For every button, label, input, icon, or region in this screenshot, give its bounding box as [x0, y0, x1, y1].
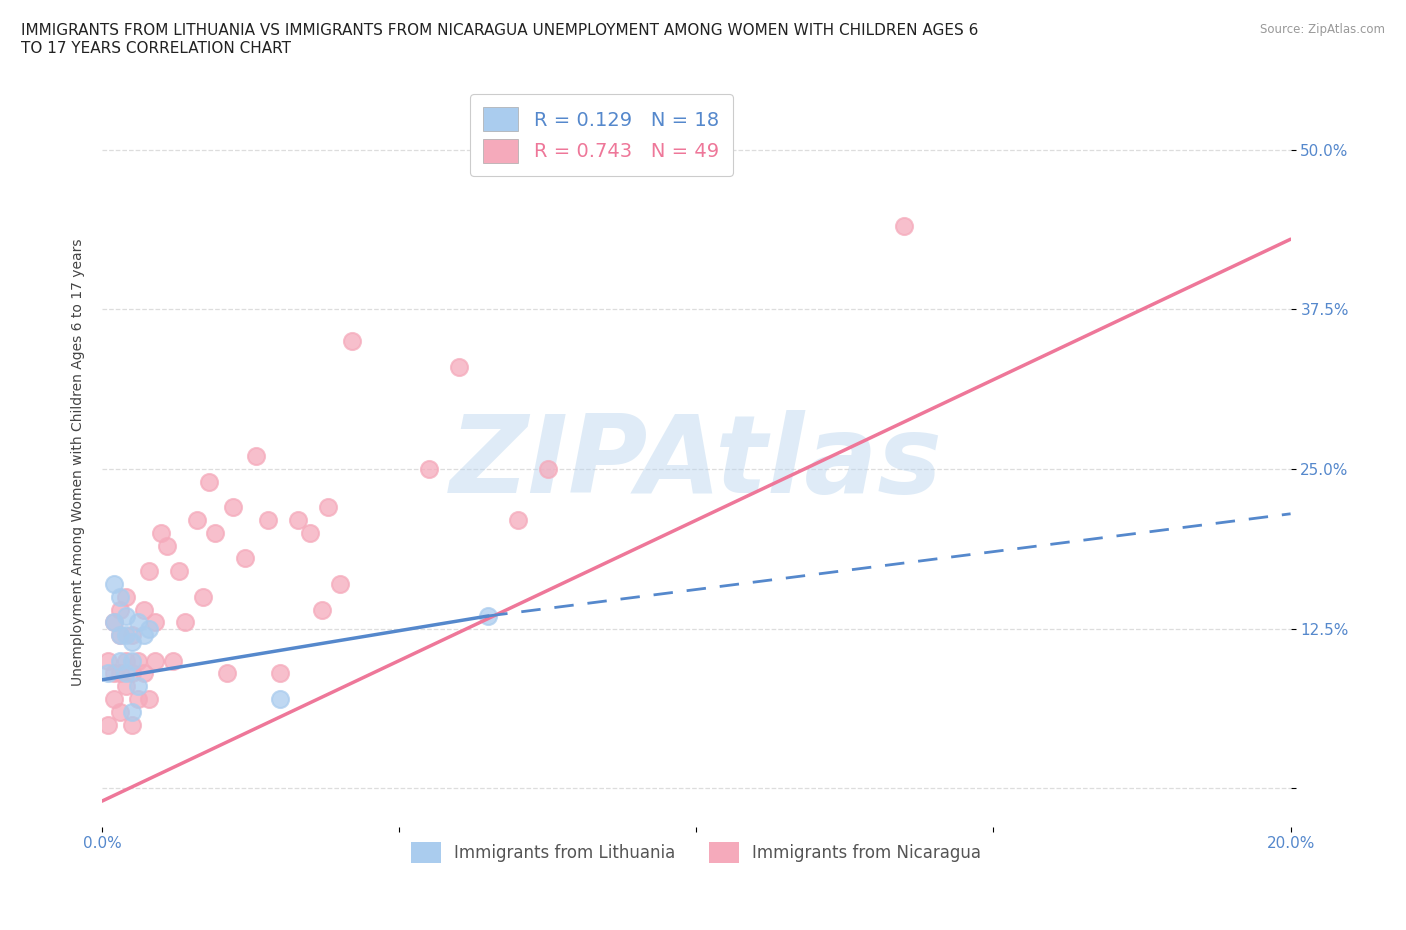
Point — [108, 590, 131, 604]
Point — [121, 717, 143, 732]
Point — [233, 551, 256, 566]
Point — [97, 666, 120, 681]
Point — [103, 615, 125, 630]
Point — [269, 666, 291, 681]
Point — [329, 577, 352, 591]
Point — [340, 334, 363, 349]
Point — [132, 666, 155, 681]
Point — [108, 704, 131, 719]
Text: Source: ZipAtlas.com: Source: ZipAtlas.com — [1260, 23, 1385, 36]
Point — [537, 461, 560, 476]
Point — [114, 608, 136, 623]
Point — [127, 692, 149, 707]
Point — [506, 512, 529, 527]
Point — [418, 461, 440, 476]
Point — [127, 679, 149, 694]
Point — [127, 615, 149, 630]
Point — [114, 653, 136, 668]
Legend: Immigrants from Lithuania, Immigrants from Nicaragua: Immigrants from Lithuania, Immigrants fr… — [405, 836, 988, 870]
Point — [138, 621, 160, 636]
Point — [114, 679, 136, 694]
Point — [145, 653, 167, 668]
Point — [108, 666, 131, 681]
Point — [121, 634, 143, 649]
Point — [132, 602, 155, 617]
Point — [145, 615, 167, 630]
Point — [121, 653, 143, 668]
Point — [108, 628, 131, 643]
Point — [138, 564, 160, 578]
Point — [97, 717, 120, 732]
Point — [191, 590, 214, 604]
Point — [311, 602, 333, 617]
Point — [103, 666, 125, 681]
Point — [150, 525, 173, 540]
Point — [127, 653, 149, 668]
Point — [186, 512, 208, 527]
Point — [287, 512, 309, 527]
Text: ZIPAtlas: ZIPAtlas — [450, 410, 942, 516]
Point — [245, 449, 267, 464]
Point — [103, 615, 125, 630]
Point — [108, 602, 131, 617]
Point — [108, 653, 131, 668]
Point — [893, 219, 915, 233]
Point — [132, 628, 155, 643]
Point — [114, 590, 136, 604]
Point — [114, 628, 136, 643]
Point — [108, 628, 131, 643]
Point — [174, 615, 197, 630]
Point — [162, 653, 184, 668]
Point — [167, 564, 190, 578]
Point — [477, 608, 499, 623]
Point — [215, 666, 238, 681]
Point — [156, 538, 179, 553]
Point — [298, 525, 321, 540]
Point — [316, 500, 339, 515]
Text: IMMIGRANTS FROM LITHUANIA VS IMMIGRANTS FROM NICARAGUA UNEMPLOYMENT AMONG WOMEN : IMMIGRANTS FROM LITHUANIA VS IMMIGRANTS … — [21, 23, 979, 56]
Point — [221, 500, 243, 515]
Y-axis label: Unemployment Among Women with Children Ages 6 to 17 years: Unemployment Among Women with Children A… — [72, 239, 86, 686]
Point — [257, 512, 280, 527]
Point — [447, 360, 470, 375]
Point — [138, 692, 160, 707]
Point — [204, 525, 226, 540]
Point — [269, 692, 291, 707]
Point — [114, 666, 136, 681]
Point — [103, 577, 125, 591]
Point — [97, 653, 120, 668]
Point — [198, 474, 221, 489]
Point — [121, 704, 143, 719]
Point — [103, 692, 125, 707]
Point — [121, 666, 143, 681]
Point — [121, 628, 143, 643]
